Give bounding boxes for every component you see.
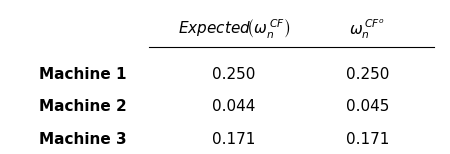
Text: 0.171: 0.171 xyxy=(212,132,256,147)
Text: 0.250: 0.250 xyxy=(346,67,389,81)
Text: Machine 3: Machine 3 xyxy=(39,132,126,147)
Text: 0.044: 0.044 xyxy=(212,99,256,114)
Text: Machine 1: Machine 1 xyxy=(39,67,126,81)
Text: 0.250: 0.250 xyxy=(212,67,256,81)
Text: 0.045: 0.045 xyxy=(346,99,389,114)
Text: $\mathit{Expected}\!\left(\omega_n^{\,CF}\right)$: $\mathit{Expected}\!\left(\omega_n^{\,CF… xyxy=(178,18,290,41)
Text: 0.171: 0.171 xyxy=(346,132,389,147)
Text: Machine 2: Machine 2 xyxy=(39,99,126,114)
Text: $\omega_n^{\,CF^o}$: $\omega_n^{\,CF^o}$ xyxy=(349,18,385,41)
